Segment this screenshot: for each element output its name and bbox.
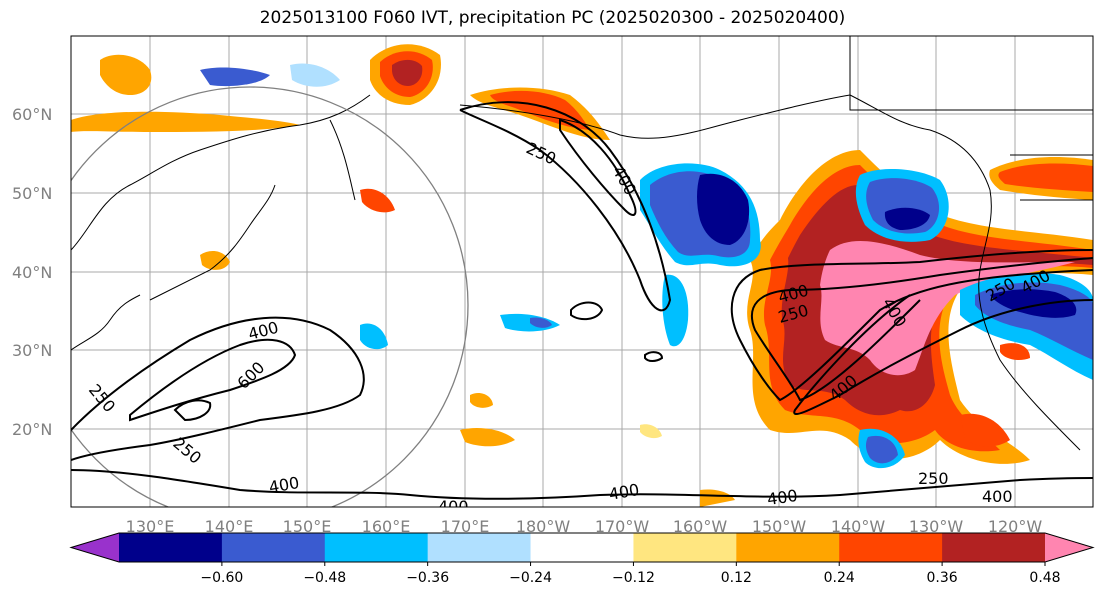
colorbar-segment [736, 533, 840, 562]
ivt-contours [71, 101, 1093, 500]
contour-label: 400 [438, 497, 469, 516]
colorbar-segment [221, 533, 326, 562]
colorbar-tick-label: −0.36 [406, 570, 449, 586]
map-frame [70, 35, 1094, 508]
lat-label: 60°N [12, 105, 52, 124]
lon-label: 120°W [988, 517, 1043, 536]
colorbar-extend-max [1045, 533, 1093, 562]
colorbar-tick-label: 0.12 [721, 570, 752, 586]
lon-label: 130°E [126, 517, 175, 536]
colorbar-segment [839, 533, 943, 562]
colorbar-tick-label: −0.60 [200, 570, 243, 586]
lat-label: 30°N [12, 341, 52, 360]
contour-label: 400 [766, 486, 799, 509]
lon-label: 150°E [283, 517, 332, 536]
contour-label: 400 [982, 487, 1013, 506]
colorbar-segment [530, 533, 634, 562]
lon-label: 160°W [673, 517, 728, 536]
map-content: 250 400 400 250 400 600 250 250 400 400 … [71, 36, 1093, 516]
lon-label: 150°W [752, 517, 807, 536]
lon-label: 160°E [362, 517, 411, 536]
lat-label: 40°N [12, 263, 52, 282]
colorbar-segment [324, 533, 429, 562]
colorbar-tick-label: −0.24 [509, 570, 552, 586]
colorbar-tick-label: 0.36 [927, 570, 958, 586]
colorbar [69, 532, 1095, 563]
colorbar-tick-label: 0.24 [824, 570, 855, 586]
lat-label: 20°N [12, 420, 52, 439]
colorbar-outline [69, 532, 1095, 563]
latitude-labels: 60°N 50°N 40°N 30°N 20°N [12, 105, 52, 439]
colorbar-tick-label: 0.48 [1029, 570, 1060, 586]
colorbar-ticks: −0.60 −0.48 −0.36 −0.24 −0.12 0.12 0.24 0.36 0.4… [200, 562, 1061, 586]
lon-label: 130°W [909, 517, 964, 536]
lat-label: 50°N [12, 184, 52, 203]
colorbar-tick-label: −0.48 [303, 570, 346, 586]
colorbar-tick-label: −0.12 [612, 570, 655, 586]
lon-label: 140°E [205, 517, 254, 536]
lon-label: 140°W [831, 517, 886, 536]
longitude-labels: 130°E 140°E 150°E 160°E 170°E 180°W 170°… [126, 517, 1043, 536]
figure-title: 2025013100 F060 IVT, precipitation PC (2… [259, 8, 846, 28]
contour-label: 250 [918, 469, 949, 488]
coastlines [71, 36, 1093, 451]
lon-label: 180°W [516, 517, 571, 536]
lon-label: 170°E [441, 517, 490, 536]
colorbar-extend-min [71, 533, 119, 562]
lon-label: 170°W [595, 517, 650, 536]
colorbar-segment [119, 533, 223, 562]
range-circle [71, 86, 469, 507]
colorbar-segment [427, 533, 532, 562]
colorbar-segment [633, 533, 737, 562]
colorbar-segment [942, 533, 1046, 562]
